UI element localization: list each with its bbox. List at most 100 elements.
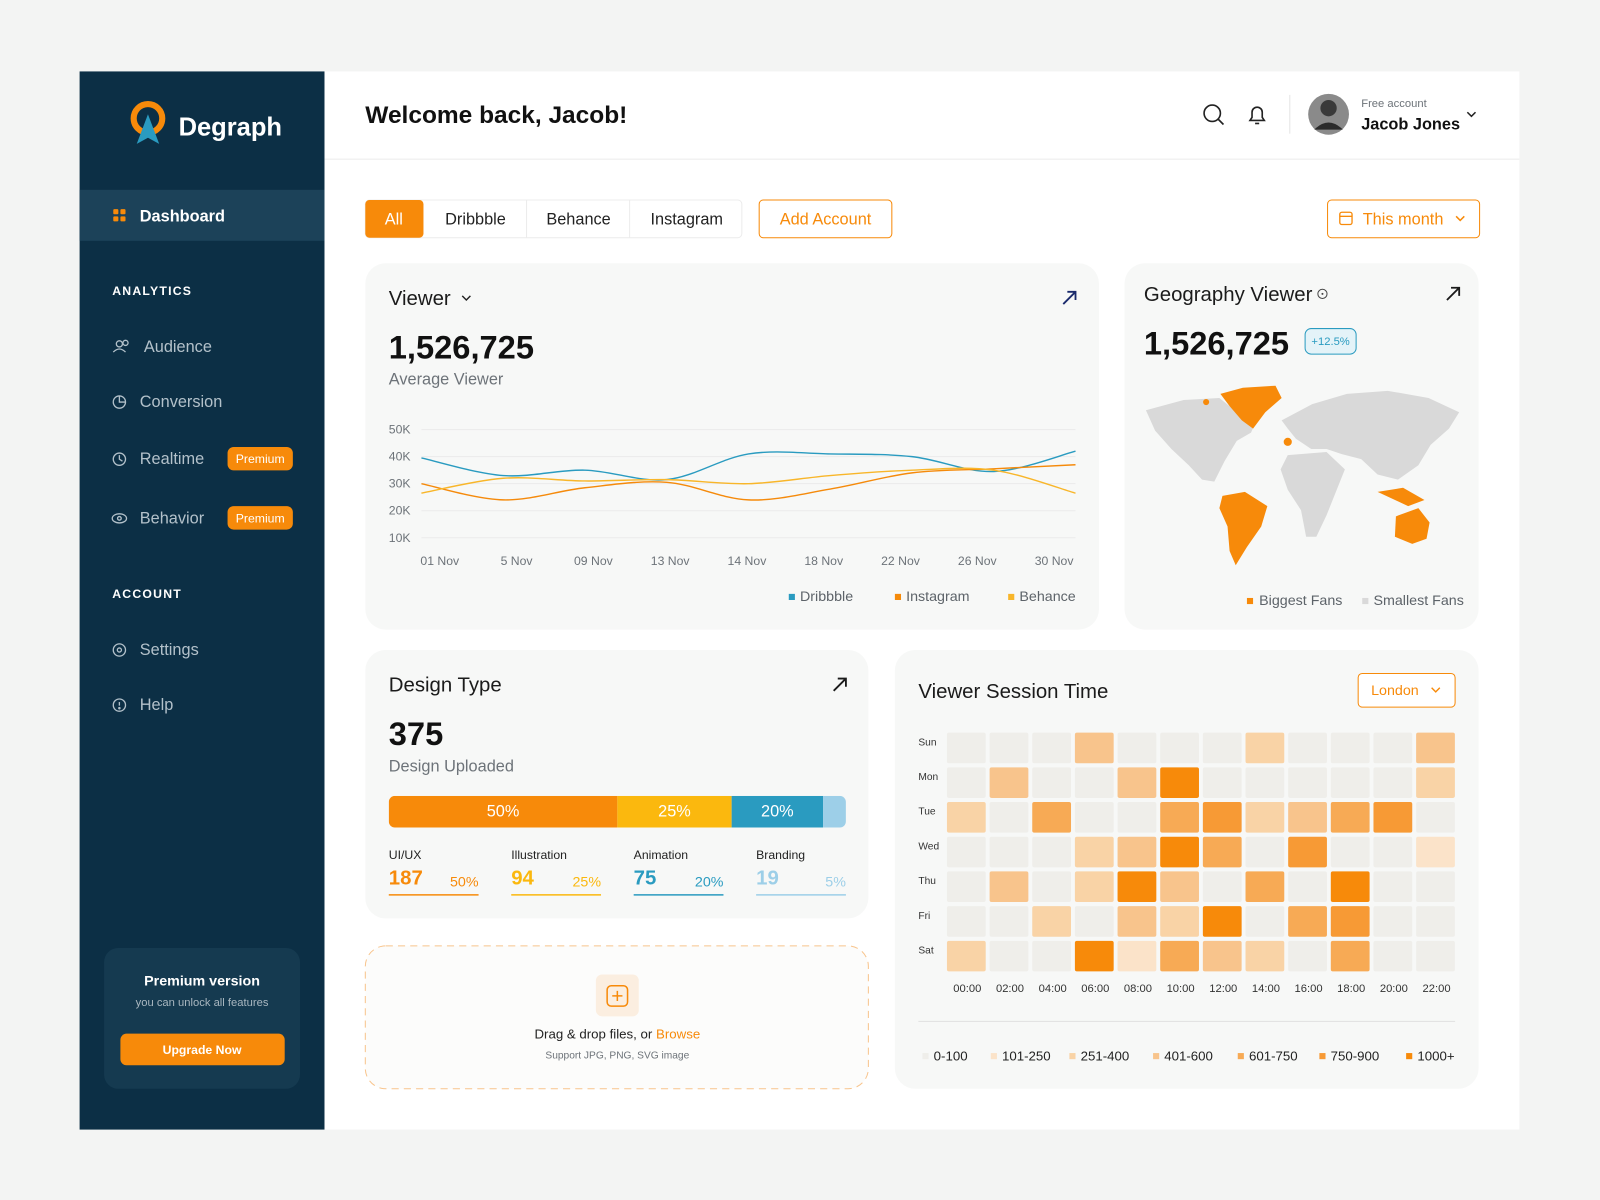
column-label: 12:00 [1209,983,1237,995]
column-label: 02:00 [996,983,1024,995]
heat-cell [1330,871,1370,903]
header-icons[interactable] [1203,104,1266,126]
add-account-label[interactable]: Add Account [780,210,872,228]
geography-total: 1,526,725 [1144,324,1289,361]
upload-area[interactable] [364,945,869,1090]
city-filter-label[interactable]: London [1371,683,1419,699]
column-label: 08:00 [1124,983,1152,995]
bar-segment [823,795,846,828]
y-tick-label: 30K [389,477,412,491]
tab-separators [526,200,631,238]
tab[interactable]: Dribbble [445,210,506,228]
section-title: ACCOUNT [112,587,182,601]
heat-cell [1032,836,1072,868]
tab-active-bg[interactable] [365,200,424,238]
heat-cell [1202,836,1242,868]
browse-link[interactable]: Browse [656,1026,700,1041]
nav-icons [111,339,129,712]
heat-cell [1117,871,1157,903]
nav-dashboard[interactable]: Dashboard [140,207,225,225]
heat-cell [1074,871,1114,903]
session-card [894,650,1479,1089]
expand-icon[interactable] [833,677,847,692]
legend-label: Biggest Fans [1259,593,1342,609]
viewer-chevron[interactable] [461,295,471,302]
heat-cell [1416,767,1455,798]
expand-icon[interactable] [1062,290,1077,305]
premium-badge-bg [227,446,293,471]
upgrade-label[interactable]: Upgrade Now [163,1043,242,1057]
upload-icon [606,984,629,1007]
city-filter[interactable] [1357,672,1456,708]
heat-cell [946,767,986,798]
heat-cell [1288,836,1327,868]
legend-label: Instagram [906,589,969,605]
nav-item[interactable]: Behavior [140,509,205,527]
nav-item[interactable]: Realtime [140,450,204,468]
upgrade-button[interactable] [120,1033,285,1066]
heat-cell [1288,767,1327,798]
add-account-button[interactable] [758,199,893,239]
nav-item[interactable]: Help [140,696,174,714]
column-label: 06:00 [1081,983,1109,995]
logo-icon [130,101,166,144]
premium-badge: Premium [236,452,285,466]
expand-icon[interactable] [1446,286,1461,301]
x-tick-label: 18 Nov [804,554,844,568]
heat-cell [1117,802,1157,833]
geography-card [1124,263,1479,630]
premium-badge-bg [227,506,293,530]
heat-cell [946,906,986,937]
period-button[interactable] [1327,199,1481,239]
heatmap: Sun Mon Tue Wed Thu Fri Sat 00:00 02:00 04:00 06:0… [918,732,1455,1064]
promo-card [104,947,300,1089]
upload-prompt: Drag & drop files, or [534,1026,652,1041]
category-label: Branding [756,848,805,862]
series-line [421,467,1076,494]
heat-cell [1330,906,1370,937]
user-chevron[interactable] [1466,111,1477,118]
heat-cell [1032,802,1072,833]
bar-segment [388,795,618,828]
card-title: Design Type [389,675,502,697]
heat-cell [1117,767,1157,798]
nav-item[interactable]: Audience [144,338,212,356]
legend-swatch [1237,1053,1244,1060]
design-subtitle: Design Uploaded [389,757,514,775]
tab[interactable]: Behance [546,210,610,228]
nav-item[interactable]: Settings [140,641,199,659]
heat-cell [1160,732,1199,764]
tab[interactable]: All [385,210,403,228]
legend-swatch [1153,1053,1160,1060]
info-icon[interactable] [1317,288,1328,299]
heat-cell [1202,871,1242,903]
column-label: 00:00 [953,983,981,995]
heat-cell [946,802,986,833]
heat-cell [1032,940,1072,972]
calendar-icon [1339,211,1353,226]
heat-cell [1288,732,1327,764]
nav-item[interactable]: Conversion [140,393,223,411]
row-label: Wed [918,841,939,852]
avatar[interactable] [1308,93,1349,135]
upload-text: Drag & drop files, or Browse [534,1026,700,1041]
segment-label: 25% [658,803,691,821]
legend-label: Dribbble [800,589,853,605]
legend-swatch [1069,1053,1076,1060]
nav-active-bg[interactable] [79,189,325,241]
heat-cell [1330,732,1370,764]
card-title: Geography Viewer [1144,284,1313,306]
heat-cell [1032,767,1072,798]
legend-label: Smallest Fans [1373,593,1463,609]
user-name[interactable]: Jacob Jones [1361,115,1460,133]
column-label: 04:00 [1039,983,1067,995]
brand: Degraph [179,114,282,142]
heat-cell [1245,836,1285,868]
tab[interactable]: Instagram [650,210,723,228]
heat-cell [1202,732,1242,764]
upload-note: Support JPG, PNG, SVG image [545,1051,689,1062]
period-label[interactable]: This month [1363,210,1444,228]
y-tick-label: 20K [389,504,412,518]
heat-cell [989,802,1029,833]
x-tick-label: 5 Nov [501,554,534,568]
